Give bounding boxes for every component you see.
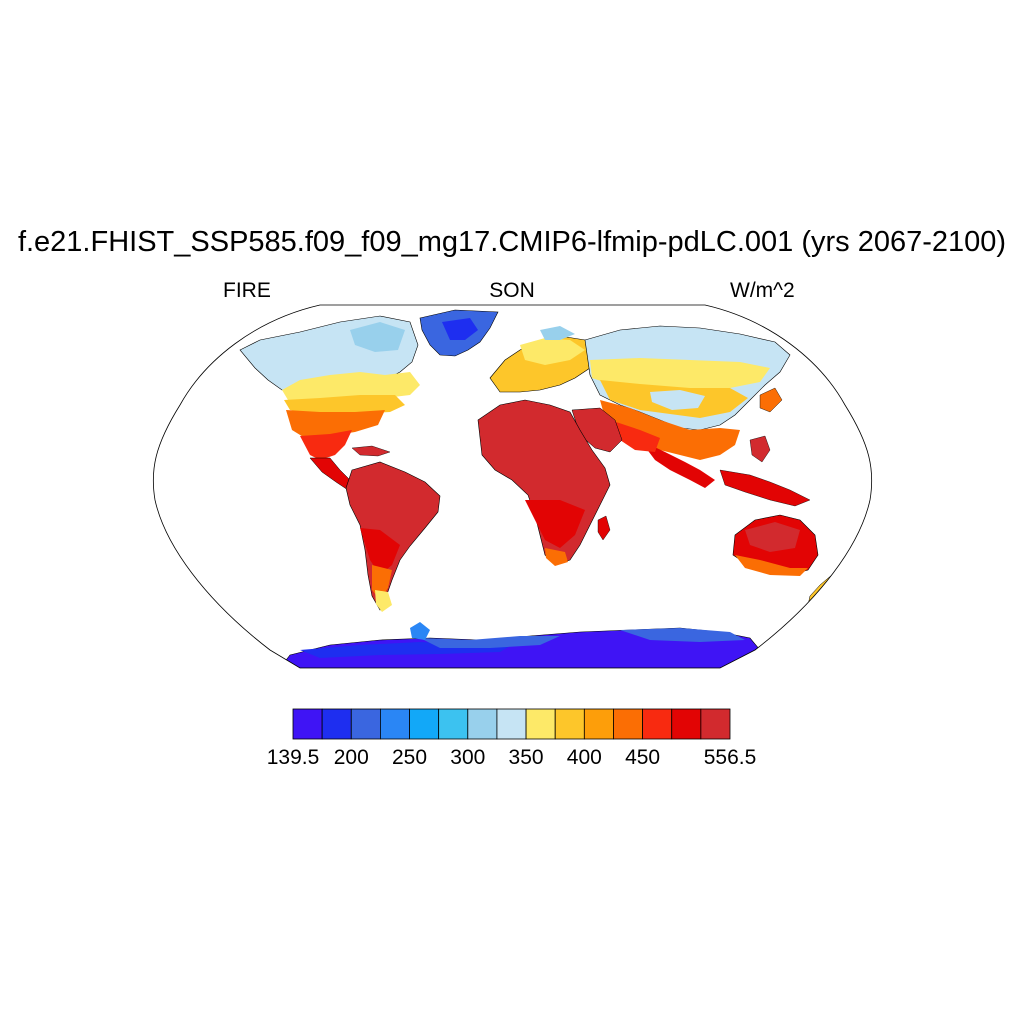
variable-label: FIRE [223,279,271,302]
colorbar-box [438,708,469,740]
colorbar-box [642,708,673,740]
south-america-region [345,461,441,611]
map-title: f.e21.FHIST_SSP585.f09_f09_mg17.CMIP6-lf… [17,226,1007,258]
colorbar-tick-label: 250 [392,746,428,769]
colorbar-box [379,708,410,740]
season-label: SON [489,279,535,302]
colorbar-tick-label: 450 [625,746,661,769]
colorbar-box [350,708,381,740]
colorbar-tick-label: 350 [508,746,544,769]
colorbar-box [321,708,352,740]
colorbar-box [496,708,527,740]
colorbar-box [583,708,614,740]
colorbar [292,708,731,740]
colorbar-box [292,708,323,740]
colorbar-box [700,708,731,740]
colorbar-tick-label: 400 [566,746,602,769]
globe-outline [152,304,873,669]
units-label: W/m^2 [730,279,795,302]
colorbar-box [554,708,585,740]
new-zealand-region [807,567,849,606]
colorbar-box [671,708,702,740]
colorbar-tick-label: 139.5 [266,746,320,769]
colorbar-tick-label: 300 [450,746,486,769]
colorbar-box [409,708,440,740]
colorbar-tick-label: 200 [333,746,369,769]
colorbar-box [613,708,644,740]
colorbar-tick-label: 556.5 [703,746,757,769]
colorbar-box [467,708,498,740]
land-fields [239,309,849,668]
colorbar-box [525,708,556,740]
